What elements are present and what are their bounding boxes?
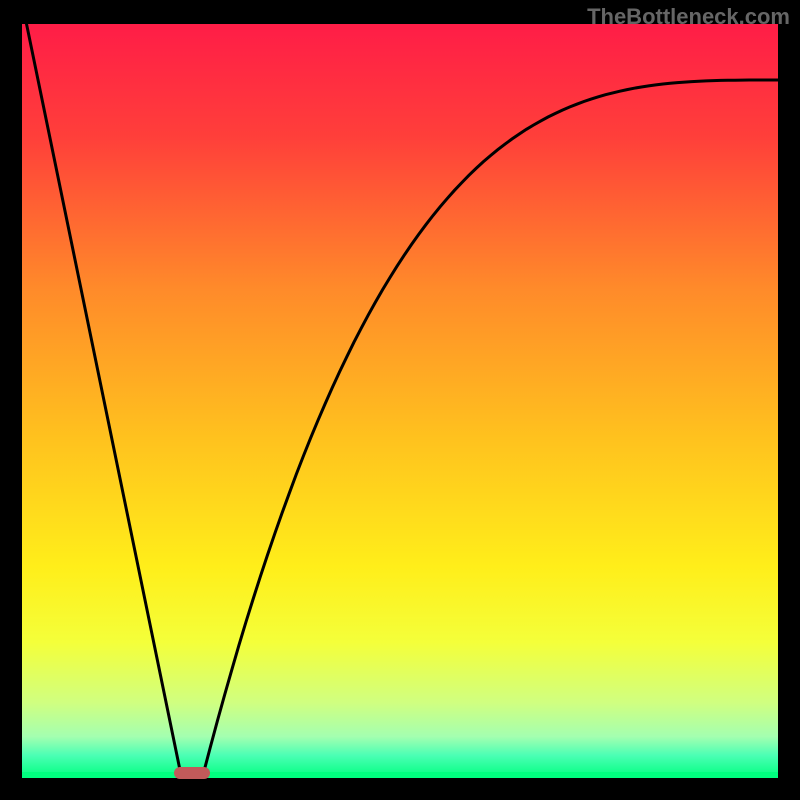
bottleneck-chart-svg: [0, 0, 800, 800]
chart-container: TheBottleneck.com: [0, 0, 800, 800]
watermark-text: TheBottleneck.com: [587, 4, 790, 30]
